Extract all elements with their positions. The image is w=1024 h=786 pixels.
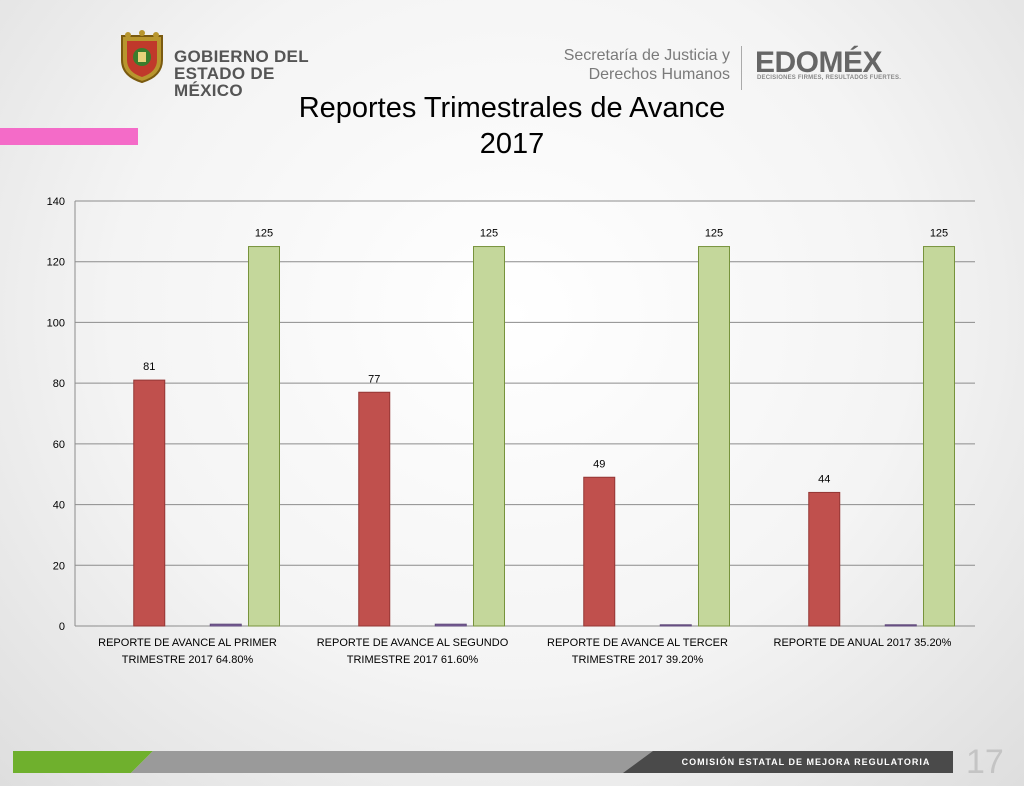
secretaria-text: Secretaría de Justicia y Derechos Humano… xyxy=(556,46,730,84)
footer-bar xyxy=(13,751,953,773)
bar xyxy=(248,246,280,627)
x-tick-label: REPORTE DE AVANCE AL SEGUNDO xyxy=(317,637,509,649)
edomex-logo: EDOMÉX DECISIONES FIRMES, RESULTADOS FUE… xyxy=(755,46,915,86)
footer-dark-segment xyxy=(623,751,953,773)
data-label: 125 xyxy=(930,228,948,240)
header-divider xyxy=(741,46,742,90)
coat-of-arms-icon xyxy=(121,30,163,84)
secretaria-line2: Derechos Humanos xyxy=(588,66,730,83)
bar xyxy=(884,624,917,627)
y-tick-label: 80 xyxy=(53,378,65,390)
data-label: 44 xyxy=(818,473,830,485)
x-tick-label: REPORTE DE AVANCE AL TERCER xyxy=(547,637,728,649)
bar xyxy=(133,379,166,627)
data-label: 125 xyxy=(705,228,723,240)
slide-header: GOBIERNO DEL ESTADO DE MÉXICO Secretaría… xyxy=(0,0,1024,100)
bar xyxy=(583,476,616,627)
slide-title: Reportes Trimestrales de Avance 2017 xyxy=(262,90,762,162)
x-tick-label: TRIMESTRE 2017 61.60% xyxy=(347,654,479,666)
bar xyxy=(659,624,692,627)
page-number: 17 xyxy=(966,743,1004,781)
x-tick-label: REPORTE DE ANUAL 2017 35.20% xyxy=(774,637,952,649)
title-line2: 2017 xyxy=(479,128,545,160)
data-label: 125 xyxy=(255,228,273,240)
data-label: 125 xyxy=(480,228,498,240)
data-label: 81 xyxy=(143,361,155,373)
y-tick-label: 0 xyxy=(59,621,65,633)
y-tick-label: 140 xyxy=(47,196,65,208)
bar xyxy=(923,246,955,627)
x-tick-label: TRIMESTRE 2017 39.20% xyxy=(572,654,704,666)
gobierno-line2: ESTADO DE MÉXICO xyxy=(174,64,275,100)
y-tick-label: 120 xyxy=(47,257,65,269)
footer-label: COMISIÓN ESTATAL DE MEJORA REGULATORIA xyxy=(681,757,931,767)
gobierno-logo: GOBIERNO DEL ESTADO DE MÉXICO xyxy=(118,30,348,99)
bar xyxy=(358,391,391,627)
footer-green-segment xyxy=(13,751,153,773)
edomex-tagline: DECISIONES FIRMES, RESULTADOS FUERTES. xyxy=(757,75,902,81)
y-tick-label: 20 xyxy=(53,560,65,572)
bar xyxy=(698,246,730,627)
title-line1: Reportes Trimestrales de Avance xyxy=(298,92,726,124)
y-tick-label: 100 xyxy=(47,317,65,329)
bar xyxy=(209,623,242,627)
x-tick-label: TRIMESTRE 2017 64.80% xyxy=(122,654,254,666)
gobierno-line1: GOBIERNO DEL xyxy=(174,47,309,66)
y-tick-label: 40 xyxy=(53,500,65,512)
bar xyxy=(808,491,841,627)
data-label: 77 xyxy=(368,373,380,385)
data-label: 49 xyxy=(593,458,605,470)
secretaria-line1: Secretaría de Justicia y xyxy=(563,47,730,64)
pink-accent-bar xyxy=(0,128,138,145)
edomex-wordmark: EDOMÉX xyxy=(755,46,883,79)
x-tick-label: REPORTE DE AVANCE AL PRIMER xyxy=(98,637,277,649)
bar xyxy=(434,623,467,627)
y-tick-label: 60 xyxy=(53,439,65,451)
bar xyxy=(473,246,505,627)
gobierno-text: GOBIERNO DEL ESTADO DE MÉXICO xyxy=(174,48,348,99)
